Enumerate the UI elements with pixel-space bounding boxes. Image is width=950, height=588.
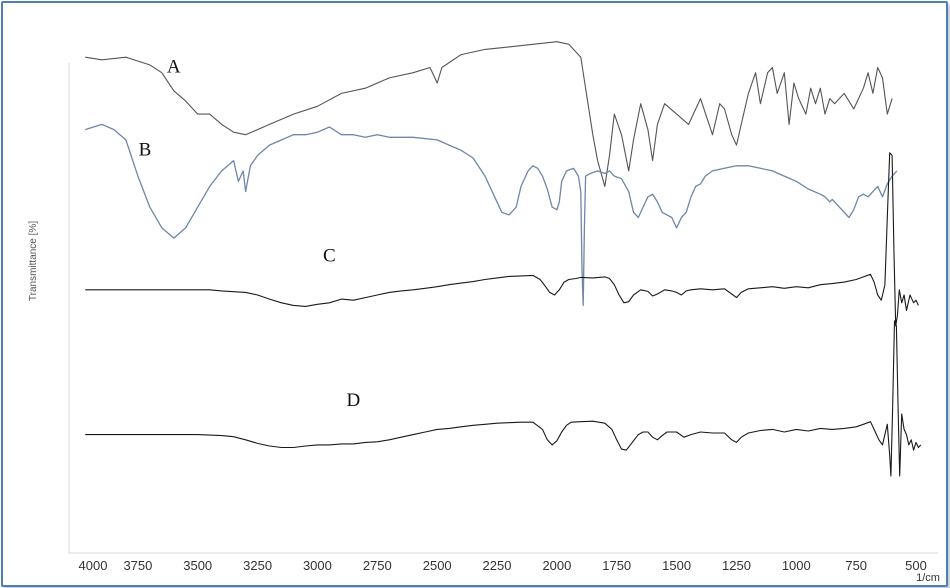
series-line-b: [85, 123, 898, 307]
curve-label-layer: A B C D: [139, 57, 361, 412]
x-tick-label: 2250: [483, 558, 512, 573]
curve-label-a: A: [167, 57, 181, 78]
series-line-a: [85, 41, 893, 187]
series-line-c: [85, 152, 919, 327]
x-tick-label: 500: [905, 558, 927, 573]
series-layer: [85, 41, 922, 477]
x-tick-label: 1750: [602, 558, 631, 573]
x-tick-label-layer: 4000 3750 3500 3250 3000 2750 2500 2250 2000 1750…: [79, 558, 927, 573]
y-axis-label: Transmittance [%]: [28, 221, 39, 301]
x-tick-label: 1000: [782, 558, 811, 573]
x-tick-label: 3250: [243, 558, 272, 573]
axis-layer: [68, 63, 938, 554]
x-tick-label: 1500: [662, 558, 691, 573]
x-tick-label: 1250: [722, 558, 751, 573]
ftir-spectrum-chart: A B C D 4000 3750 3500 3250 3000 2750 2500 2250 200…: [28, 41, 940, 584]
x-tick-label: 2750: [363, 558, 392, 573]
x-tick-label: 3000: [303, 558, 332, 573]
series-line-d: [85, 320, 922, 477]
x-tick-label: 750: [845, 558, 867, 573]
curve-label-c: C: [323, 245, 336, 266]
x-tick-label: 4000: [79, 558, 108, 573]
x-tick-label: 2000: [542, 558, 571, 573]
x-axis-unit-label: 1/cm: [916, 572, 940, 584]
curve-label-b: B: [139, 139, 152, 160]
x-tick-label: 3750: [123, 558, 152, 573]
x-tick-label: 2500: [423, 558, 452, 573]
x-tick-label: 3500: [183, 558, 212, 573]
curve-label-d: D: [347, 390, 361, 411]
